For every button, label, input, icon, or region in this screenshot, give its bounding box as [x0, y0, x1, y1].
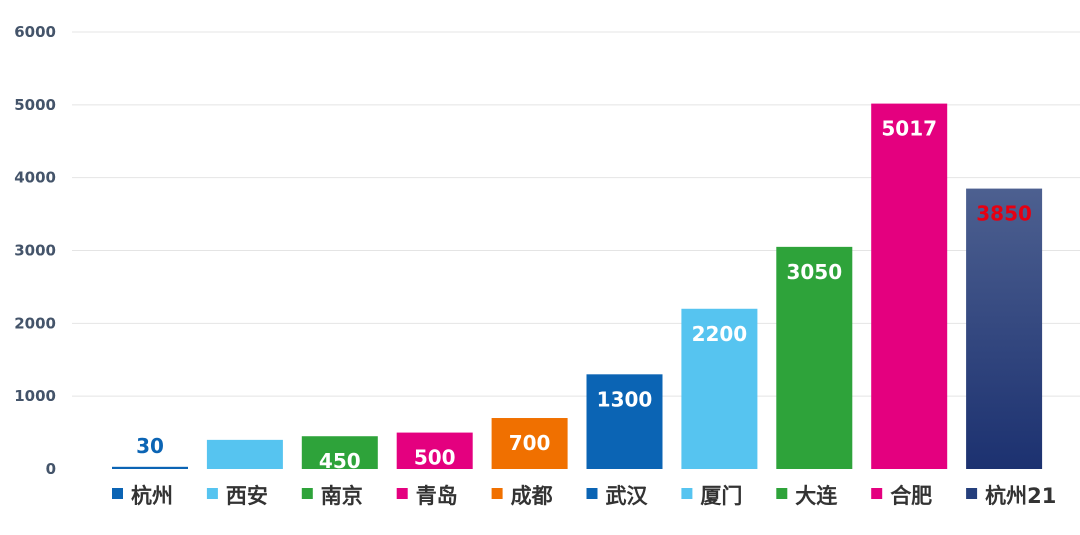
bars — [112, 103, 1043, 470]
data-label: 5017 — [881, 117, 937, 141]
data-label: 3850 — [976, 202, 1032, 226]
data-label: 500 — [414, 446, 456, 470]
legend-marker — [206, 488, 218, 499]
y-tick-label: 3000 — [14, 242, 56, 260]
bar — [681, 308, 758, 469]
category-label: 青岛 — [416, 484, 458, 508]
legend-marker — [491, 488, 503, 499]
legend-marker — [871, 488, 883, 499]
data-label: 1300 — [597, 387, 653, 411]
data-label: 450 — [319, 449, 361, 473]
data-label: 700 — [509, 431, 551, 455]
category-label: 大连 — [795, 484, 838, 508]
data-label: 2200 — [692, 322, 748, 346]
y-tick-label: 4000 — [14, 169, 56, 187]
bar — [871, 103, 948, 470]
data-label: 400 — [224, 407, 266, 431]
bar — [966, 188, 1043, 469]
y-tick-label: 5000 — [14, 96, 56, 114]
bar — [301, 436, 378, 469]
data-label: 3050 — [786, 260, 842, 284]
category-label: 西安 — [226, 484, 268, 508]
category-legend: 杭州 西安 南京 青岛 成都 武汉 厦门 大连 合肥 杭州21 — [112, 484, 1056, 508]
category-label: 厦门 — [700, 484, 742, 508]
category-label: 南京 — [321, 484, 363, 508]
legend-marker — [301, 488, 313, 499]
y-tick-label: 0 — [46, 460, 56, 478]
category-label: 杭州21 — [985, 484, 1056, 508]
y-axis-ticks: 0 1000 2000 3000 4000 5000 6000 — [14, 23, 56, 478]
legend-marker — [112, 488, 123, 499]
data-labels: 30 400 450 500 700 1300 2200 3050 5017 3850 — [136, 117, 1032, 474]
bar — [586, 374, 663, 469]
legend-marker — [586, 488, 598, 499]
legend-marker — [966, 488, 978, 499]
legend-marker — [681, 488, 693, 499]
bar — [776, 246, 853, 469]
y-tick-label: 2000 — [14, 314, 56, 332]
bar — [491, 418, 568, 469]
y-tick-label: 6000 — [14, 23, 56, 41]
data-label: 30 — [136, 434, 164, 458]
legend-marker — [776, 488, 788, 499]
y-tick-label: 1000 — [14, 387, 56, 405]
category-label: 武汉 — [606, 484, 649, 508]
category-label: 合肥 — [890, 484, 932, 508]
category-label: 成都 — [511, 484, 553, 508]
legend-marker — [396, 488, 408, 499]
bar — [206, 439, 283, 469]
bar — [112, 466, 188, 469]
category-label: 杭州 — [131, 484, 173, 508]
bar — [396, 432, 473, 469]
